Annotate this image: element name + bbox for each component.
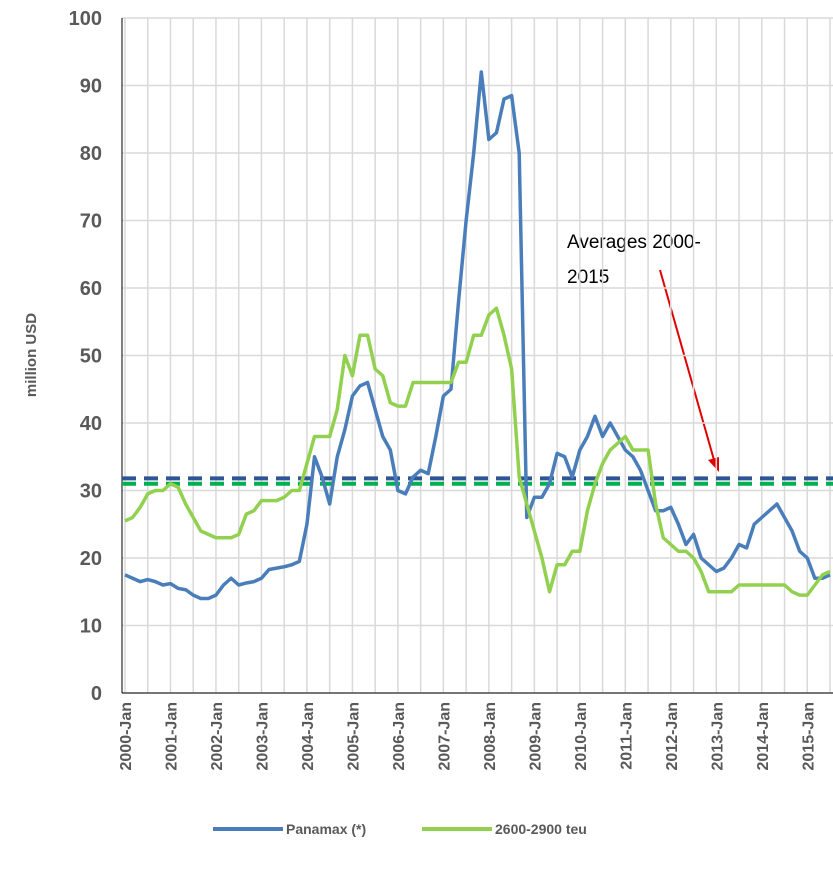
x-tick-label: 2010-Jan [573,702,590,771]
y-tick-label: 20 [80,548,102,570]
y-tick-label: 70 [80,211,102,233]
x-tick-label: 2008-Jan [482,702,499,771]
y-tick-label: 40 [80,413,102,435]
y-tick-label: 60 [80,278,102,300]
y-tick-label: 50 [80,346,102,368]
y-tick-label: 90 [80,76,102,98]
y-tick-label: 100 [69,8,102,30]
y-tick-label: 30 [80,481,102,503]
x-tick-label: 2014-Jan [755,702,772,771]
x-tick-label: 2007-Jan [436,702,453,771]
x-tick-label: 2006-Jan [391,702,408,771]
x-tick-label: 2004-Jan [300,702,317,771]
y-tick-label: 80 [80,143,102,165]
annotation-arrow [659,269,715,461]
x-tick-label: 2015-Jan [800,702,817,771]
y-axis-label: million USD [23,313,40,397]
x-tick-label: 2003-Jan [254,702,271,771]
y-tick-label: 0 [91,683,102,705]
series-line [124,70,831,601]
x-tick-label: 2012-Jan [664,702,681,771]
x-tick-label: 2001-Jan [163,702,180,771]
x-tick-label: 2009-Jan [527,702,544,771]
annotation: Averages 2000- [567,232,701,253]
legend-label: 2600-2900 teu [495,821,587,837]
series-line [124,306,831,597]
legend-label: Panamax (*) [286,821,366,837]
x-tick-label: 2002-Jan [209,702,226,771]
annotation: 2015 [567,267,609,288]
x-tick-label: 2013-Jan [709,702,726,771]
y-tick-label: 10 [80,616,102,638]
x-tick-label: 2011-Jan [618,702,635,770]
arrow-head [708,457,719,472]
x-tick-label: 2005-Jan [345,702,362,771]
x-tick-label: 2000-Jan [118,702,135,771]
